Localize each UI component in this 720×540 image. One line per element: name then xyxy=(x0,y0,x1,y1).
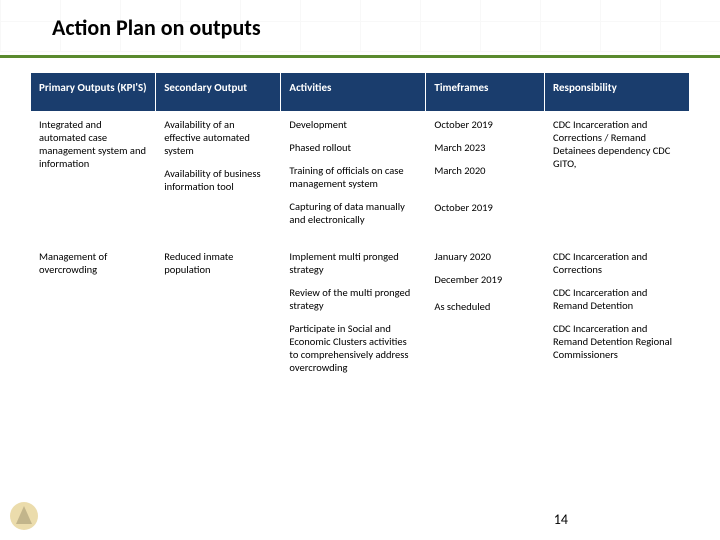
cell-primary: Integrated and automated case management… xyxy=(31,111,156,243)
col-primary-outputs: Primary Outputs (KPI'S) xyxy=(31,73,156,112)
responsibility-item: CDC Incarceration and Remand Detention xyxy=(553,286,681,312)
cell-secondary: Reduced inmate population xyxy=(156,243,281,391)
activity-item: Training of officials on case management… xyxy=(289,164,417,190)
activity-item: Review of the multi pronged strategy xyxy=(289,286,417,312)
timeframe-item: March 2023 xyxy=(434,141,536,154)
activity-item: Development xyxy=(289,118,417,131)
slide: Action Plan on outputs Primary Outputs (… xyxy=(0,0,720,540)
table-row: Integrated and automated case management… xyxy=(31,111,690,243)
activity-item: Phased rollout xyxy=(289,141,417,154)
timeframe-item: As scheduled xyxy=(434,300,536,313)
title-area: Action Plan on outputs xyxy=(0,0,720,57)
activity-item: Capturing of data manually and electroni… xyxy=(289,200,417,226)
crest-icon xyxy=(6,498,42,534)
col-responsibility: Responsibility xyxy=(544,73,689,112)
secondary-item: Availability of business information too… xyxy=(164,167,272,193)
cell-primary: Management of overcrowding xyxy=(31,243,156,391)
cell-timeframes: January 2020 December 2019 As scheduled xyxy=(426,243,545,391)
timeframe-item: December 2019 xyxy=(434,273,536,286)
secondary-item: Availability of an effective automated s… xyxy=(164,118,272,157)
action-plan-table-wrap: Primary Outputs (KPI'S) Secondary Output… xyxy=(30,72,690,392)
cell-activities: Development Phased rollout Training of o… xyxy=(281,111,426,243)
responsibility-item: CDC Incarceration and Corrections xyxy=(553,250,681,276)
timeframe-item: October 2019 xyxy=(434,201,536,214)
timeframe-item: January 2020 xyxy=(434,250,536,263)
secondary-item: Reduced inmate population xyxy=(164,250,272,276)
col-activities: Activities xyxy=(281,73,426,112)
col-secondary-output: Secondary Output xyxy=(156,73,281,112)
timeframe-item: October 2019 xyxy=(434,118,536,131)
timeframe-item: March 2020 xyxy=(434,164,536,177)
activity-item: Participate in Social and Economic Clust… xyxy=(289,322,417,375)
cell-responsibility: CDC Incarceration and Corrections / Rema… xyxy=(544,111,689,243)
activity-item: Implement multi pronged strategy xyxy=(289,250,417,276)
cell-timeframes: October 2019 March 2023 March 2020 Octob… xyxy=(426,111,545,243)
col-timeframes: Timeframes xyxy=(426,73,545,112)
cell-secondary: Availability of an effective automated s… xyxy=(156,111,281,243)
table-row: Management of overcrowding Reduced inmat… xyxy=(31,243,690,391)
cell-responsibility: CDC Incarceration and Corrections CDC In… xyxy=(544,243,689,391)
page-number: 14 xyxy=(554,511,568,528)
responsibility-item: CDC Incarceration and Remand Detention R… xyxy=(553,322,681,361)
page-title: Action Plan on outputs xyxy=(52,14,720,41)
table-header-row: Primary Outputs (KPI'S) Secondary Output… xyxy=(31,73,690,112)
divider-line xyxy=(0,55,720,58)
action-plan-table: Primary Outputs (KPI'S) Secondary Output… xyxy=(30,72,690,392)
cell-activities: Implement multi pronged strategy Review … xyxy=(281,243,426,391)
